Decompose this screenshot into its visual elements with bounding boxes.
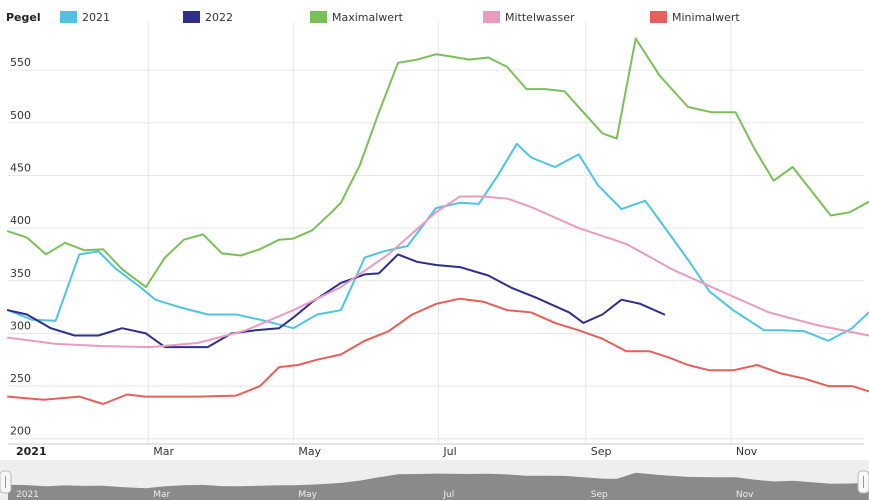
legend-swatch-2021[interactable] [60,11,77,23]
y-tick-label: 200 [10,425,31,438]
navigator-tick-label: Sep [591,490,608,500]
legend-label-mittelwasser[interactable]: Mittelwasser [505,11,575,24]
legend-swatch-maximalwert[interactable] [310,11,327,23]
y-tick-label: 450 [10,161,31,174]
legend-label-minimalwert[interactable]: Minimalwert [672,11,740,24]
navigator-tick-label: Jul [442,490,454,500]
series-line-minimalwert[interactable] [7,297,869,405]
x-tick-label: Jul [442,445,456,458]
navigator-tick-label: Nov [736,490,754,500]
grid [8,22,864,444]
legend-swatch-2022[interactable] [183,11,200,23]
navigator-labels: 2021 Mar May Jul Sep Nov [16,490,754,500]
legend-title: Pegel [6,11,41,24]
y-tick-label: 500 [10,109,31,122]
legend-label-2021[interactable]: 2021 [82,11,110,24]
series-group [7,37,869,405]
navigator-tick-label: May [298,490,317,500]
navigator-tick-label: Mar [153,490,170,500]
series-line-maximalwert[interactable] [7,37,869,289]
y-tick-label: 400 [10,214,31,227]
x-tick-label: Mar [153,445,174,458]
legend: Pegel 2021 2022 Maximalwert Mittelwasser Min… [6,11,740,24]
y-tick-label: 300 [10,319,31,332]
y-tick-label: 250 [10,372,31,385]
y-tick-label: 350 [10,267,31,280]
x-tick-label: Nov [736,445,758,458]
x-tick-label: Sep [591,445,612,458]
series-line-mittelwasser[interactable] [7,195,869,349]
legend-swatch-mittelwasser[interactable] [483,11,500,23]
x-tick-label: May [298,445,321,458]
legend-label-maximalwert[interactable]: Maximalwert [332,11,404,24]
series-line-2021[interactable] [7,142,869,342]
y-axis: 200 250 300 350 400 450 500 550 [10,56,31,438]
legend-swatch-minimalwert[interactable] [650,11,667,23]
range-navigator[interactable]: 2021 Mar May Jul Sep Nov [0,460,869,500]
navigator-series-area [8,472,869,500]
y-tick-label: 550 [10,56,31,69]
legend-label-2022[interactable]: 2022 [205,11,233,24]
navigator-tick-label: 2021 [16,490,39,500]
x-tick-label-year: 2021 [16,445,47,458]
x-axis: 2021 Mar May Jul Sep Nov [8,443,864,458]
